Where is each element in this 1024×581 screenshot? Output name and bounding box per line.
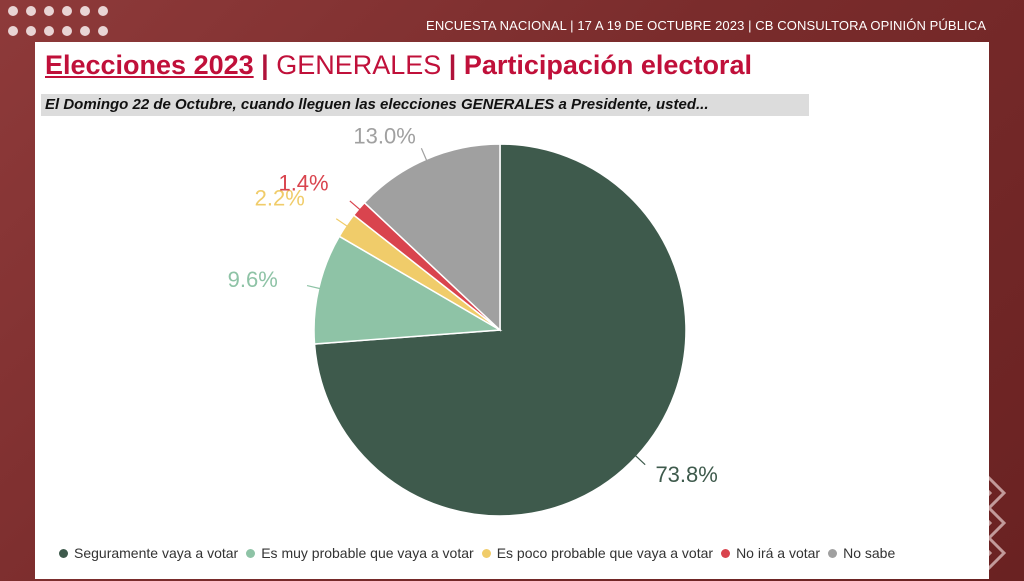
slice-leader-line — [634, 454, 646, 466]
legend-swatch — [828, 548, 838, 558]
decorative-dots — [8, 6, 110, 38]
slice-data-label: 13.0% — [353, 123, 415, 148]
pie-chart: 73.8% 9.6% 2.2%1.4% 13.0% — [228, 123, 718, 517]
dot — [26, 26, 36, 36]
dot — [62, 26, 72, 36]
title-separator: | — [441, 50, 464, 80]
chart-legend: Seguramente vaya a votar Es muy probable … — [59, 545, 903, 561]
legend-item: Es muy probable que vaya a votar — [246, 545, 474, 561]
legend-label: No sabe — [843, 545, 896, 561]
legend-item: Es poco probable que vaya a votar — [481, 545, 714, 561]
slice-leader-line — [335, 218, 349, 228]
legend-label: Es muy probable que vaya a votar — [261, 545, 474, 561]
title-separator: | — [253, 50, 277, 80]
legend-label: Es poco probable que vaya a votar — [496, 545, 714, 561]
title-generales: GENERALES — [276, 50, 442, 80]
content-panel: Elecciones 2023 | GENERALES | Participac… — [35, 42, 989, 579]
legend-swatch — [59, 548, 68, 558]
legend-item: Seguramente vaya a votar — [59, 545, 238, 561]
dot — [8, 6, 18, 16]
legend-swatch — [481, 548, 491, 558]
page-title: Elecciones 2023 | GENERALES | Participac… — [45, 50, 752, 81]
slice-data-label: 1.4% — [278, 171, 328, 196]
slice-leader-line — [306, 285, 321, 290]
legend-swatch — [246, 548, 256, 558]
dot — [80, 6, 90, 16]
dot — [62, 6, 72, 16]
title-participation: Participación electoral — [463, 50, 752, 80]
slice-data-label: 9.6% — [228, 267, 278, 292]
slice-data-label: 2.2% — [255, 185, 305, 210]
legend-swatch — [721, 548, 731, 558]
dot — [44, 26, 54, 36]
survey-meta: ENCUESTA NACIONAL | 17 A 19 DE OCTUBRE 2… — [426, 18, 986, 33]
dot — [98, 6, 108, 16]
legend-label: No irá a votar — [736, 545, 821, 561]
title-elections: Elecciones 2023 — [45, 50, 254, 80]
dot — [8, 26, 18, 36]
dot — [26, 6, 36, 16]
survey-question: El Domingo 22 de Octubre, cuando lleguen… — [41, 94, 809, 116]
legend-item: No sabe — [828, 545, 895, 561]
legend-item: No irá a votar — [721, 545, 820, 561]
dot — [80, 26, 90, 36]
slice-data-label: 73.8% — [655, 462, 717, 487]
slice-leader-line — [349, 200, 361, 211]
slice-leader-line — [420, 148, 428, 162]
dot — [44, 6, 54, 16]
dot — [98, 26, 108, 36]
legend-label: Seguramente vaya a votar — [74, 545, 239, 561]
